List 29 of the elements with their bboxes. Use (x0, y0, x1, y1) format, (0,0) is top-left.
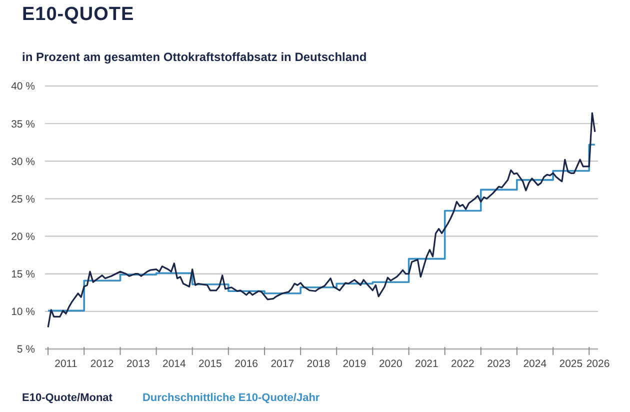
x-tick-label: 2016 (234, 358, 258, 370)
x-tick-label: 2022 (451, 358, 475, 370)
x-tick-label: 2013 (126, 358, 150, 370)
x-tick-label: 2015 (198, 358, 222, 370)
text: E10-Quote/Monat (22, 392, 112, 404)
x-tick-label: 2020 (378, 358, 402, 370)
text: Durchschnittliche E10-Quote/Jahr (142, 392, 320, 404)
y-tick-label: 15 % (11, 268, 35, 281)
x-tick-label: 2014 (162, 358, 186, 370)
x-tick-label: 2025 (559, 358, 583, 370)
y-tick-label: 30 % (11, 156, 35, 168)
y-tick-label: 5 % (16, 344, 35, 356)
x-tick-label: 2017 (270, 358, 294, 370)
x-tick-label: 2012 (90, 358, 114, 370)
x-tick-label: 2011 (54, 358, 78, 370)
x-tick-label: 2021 (414, 358, 439, 370)
y-tick-label: 35 % (11, 118, 35, 130)
y-tick-label: 40 % (11, 80, 35, 93)
chart-title: E10-QUOTE (22, 4, 134, 26)
y-tick-label: 10 % (11, 306, 35, 318)
y-tick-label: 20 % (11, 231, 35, 244)
line-series (47, 112, 596, 328)
x-tick-label: 2024 (523, 358, 547, 370)
chart-subtitle: in Prozent am gesamten Ottokraftstoffabsatz in Deutschland (22, 50, 367, 64)
x-tick-label: 2026 (586, 358, 610, 370)
y-tick-label: 25 % (11, 193, 35, 206)
x-tick-label: 2023 (487, 358, 511, 370)
x-tick-label: 2018 (306, 358, 330, 370)
x-tick-label: 2019 (342, 358, 366, 370)
